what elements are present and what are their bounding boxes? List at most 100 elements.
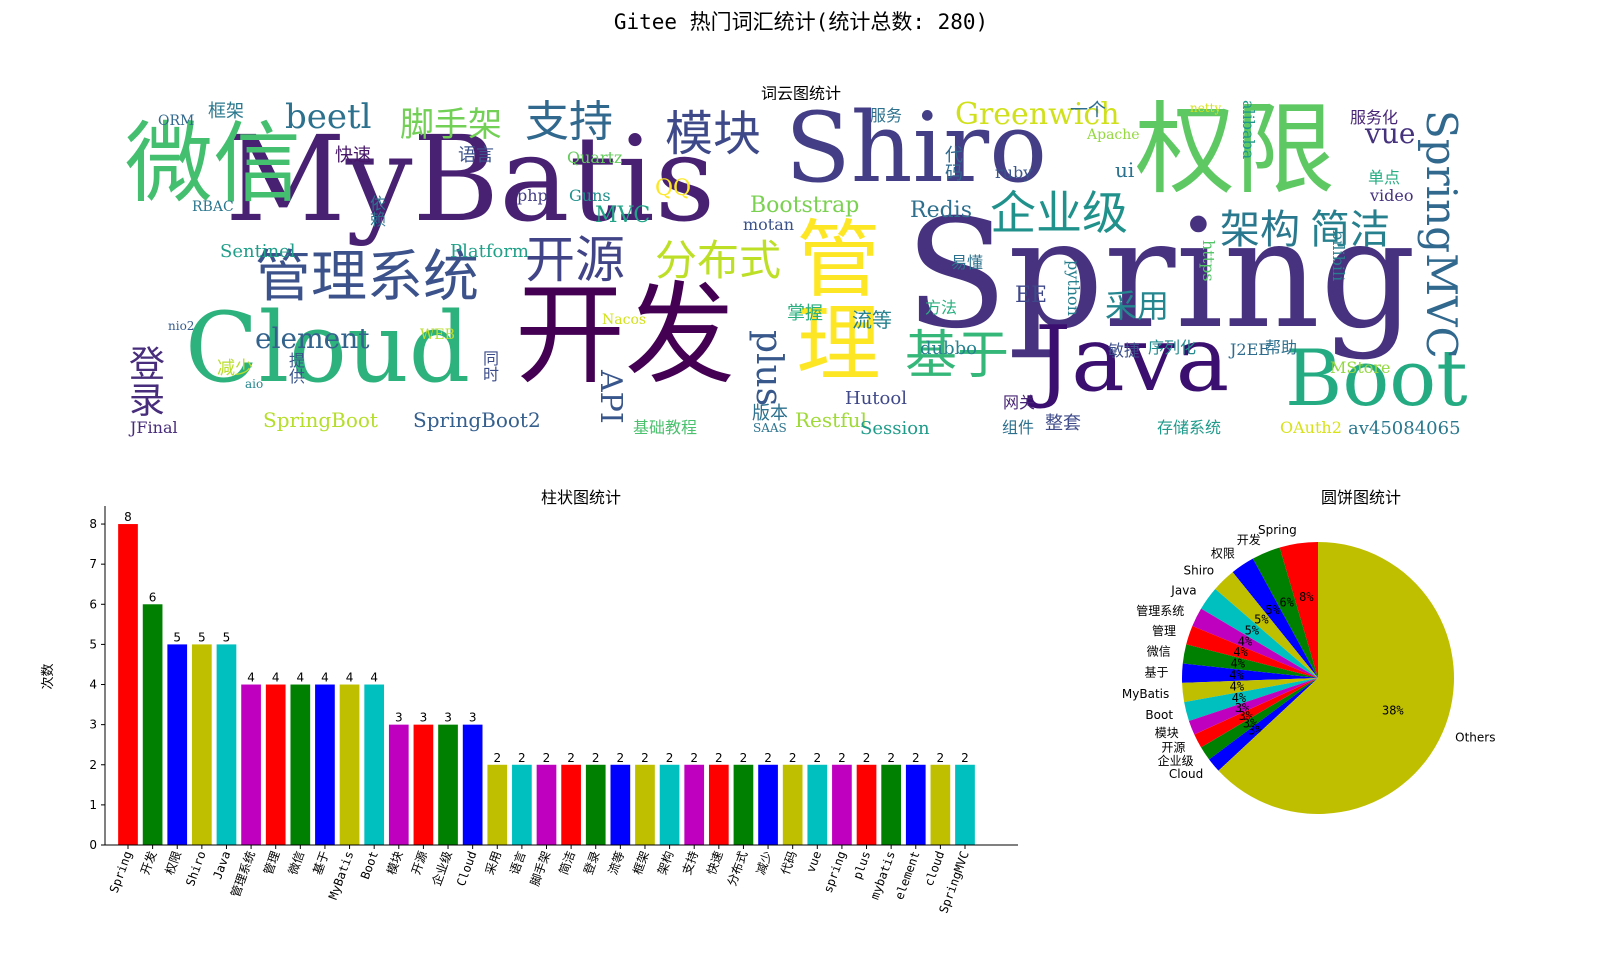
bar-value-label: 4 [321, 671, 329, 685]
wordcloud-word: Apache [1087, 127, 1140, 143]
pie-slice [1188, 678, 1318, 735]
wordcloud-word: Java [1035, 307, 1230, 412]
bar [413, 724, 434, 845]
wordcloud-word: 依赖 [367, 195, 386, 227]
wordcloud-word: Session [860, 418, 930, 439]
wordcloud-word: Platform [450, 241, 530, 262]
wordcloud-word: 代码 [942, 145, 963, 181]
pie-slice [1184, 678, 1318, 721]
x-tick-label: 框架 [630, 849, 651, 876]
pie-percent-label: 5% [1245, 623, 1260, 637]
bar [561, 764, 581, 845]
wordcloud-word: 微信 [125, 112, 302, 215]
pie-percent-label: 4% [1230, 680, 1245, 694]
wordcloud-word: Greenwich [955, 100, 1120, 132]
bar [167, 644, 188, 845]
wordcloud-word: motan [743, 215, 795, 234]
wordcloud-word: 方法 [925, 298, 958, 317]
wordcloud-word: Shiro [785, 100, 1047, 204]
pie-percent-label: 6% [1280, 596, 1295, 610]
wordcloud-word: https [1199, 240, 1218, 282]
bar [832, 764, 852, 845]
bar-value-label: 2 [764, 751, 772, 765]
pie-slice [1232, 558, 1318, 678]
wordcloud-word: 采用 [1105, 287, 1170, 325]
wordcloud-word: MyBatis [225, 110, 716, 248]
x-tick-label: Spring [107, 849, 135, 895]
wordcloud-word: 敏捷 [1108, 341, 1141, 360]
pie-slice-label: 管理系统 [1136, 603, 1184, 618]
pie-slice-label: Spring [1258, 523, 1297, 537]
x-tick-label: 代码 [778, 849, 799, 876]
pie-slice [1182, 644, 1318, 678]
bar-value-label: 6 [149, 590, 157, 604]
pie-slice [1182, 678, 1318, 703]
wordcloud-word: element [255, 322, 370, 355]
bar [782, 764, 803, 845]
wordcloud-word: 服务化 [1350, 108, 1399, 127]
bar-value-label: 2 [838, 751, 846, 765]
bar-value-label: 3 [420, 711, 428, 725]
wordcloud-word: SpringBoot2 [413, 408, 541, 432]
wordcloud-word: Sentinel [220, 241, 296, 262]
bar [955, 764, 975, 845]
wordcloud-word: 同时 [480, 350, 499, 382]
wordcloud-word: 服务 [870, 106, 903, 125]
pie-percent-label: 4% [1233, 645, 1248, 659]
pie-slice-label: 开发 [1237, 532, 1261, 547]
wordcloud-word: 脚手架 [400, 105, 502, 145]
bar-value-label: 2 [887, 751, 895, 765]
wordcloud-word: 减少 [217, 358, 253, 379]
x-tick-label: 减少 [754, 849, 775, 876]
y-tick-label: 3 [89, 718, 97, 732]
wordcloud-word: dubbo [920, 338, 977, 359]
bar-value-label: 8 [124, 510, 132, 524]
x-tick-label: 支持 [679, 849, 701, 877]
wordcloud-word: Hutool [845, 388, 907, 409]
wordcloud-word: 管理系统 [255, 245, 479, 310]
pie-slice-label: MyBatis [1122, 687, 1169, 701]
wordcloud-word: 架构 [1220, 207, 1300, 253]
pie-percent-label: 4% [1238, 634, 1253, 648]
x-tick-label: Shiro [183, 849, 209, 888]
wordcloud-word: 快速 [335, 145, 371, 166]
wordcloud-word: 整套 [1045, 413, 1081, 434]
x-tick-label: 流等 [606, 849, 627, 876]
x-tick-label: Cloud [454, 849, 480, 888]
wordcloud-word: aio [245, 377, 264, 391]
pie-chart: 8% Spring 6% 开发 5% 权限 5% Shiro 5% Java 4% 管理系统 4% 管理 4… [1122, 523, 1495, 814]
wordcloud-word: J2EE [1230, 340, 1270, 359]
bar-value-label: 4 [346, 671, 354, 685]
pie-slice-label: 企业级 [1158, 753, 1194, 768]
wordcloud-word: 简洁 [1310, 207, 1390, 253]
wordcloud-word: Spring [905, 188, 1417, 362]
x-tick-label: 开源 [409, 849, 430, 876]
pie-chart-title: 圆饼图统计 [1320, 488, 1401, 507]
x-tick-label: 简洁 [557, 849, 578, 876]
wordcloud-word: 序列化 [1148, 338, 1197, 357]
bar [487, 764, 508, 845]
bar-value-label: 2 [666, 751, 674, 765]
wordcloud-word: 版本 [752, 403, 788, 424]
x-tick-label: 企业级 [428, 849, 454, 888]
bar-value-label: 2 [912, 751, 920, 765]
wordcloud-word: ui [1115, 158, 1135, 182]
pie-percent-label: 4% [1232, 691, 1247, 705]
pie-slice-label: Java [1170, 583, 1196, 597]
y-tick-label: 7 [89, 557, 97, 571]
bar-value-label: 2 [543, 751, 551, 765]
bar-value-label: 2 [592, 751, 600, 765]
x-tick-label: 分布式 [725, 849, 750, 888]
bar [364, 684, 385, 845]
pie-slice [1192, 608, 1318, 678]
wordcloud-word: OAuth2 [1280, 418, 1342, 437]
bar [733, 764, 754, 845]
bar [684, 764, 705, 845]
bar-value-label: 3 [395, 711, 403, 725]
bar-value-label: 2 [740, 751, 748, 765]
wordcloud-word: av45084065 [1348, 418, 1461, 439]
wordcloud-word: EE [1015, 283, 1048, 308]
bar [265, 684, 286, 845]
wordcloud-word: MStore [1330, 358, 1391, 377]
bar-value-label: 3 [469, 711, 477, 725]
